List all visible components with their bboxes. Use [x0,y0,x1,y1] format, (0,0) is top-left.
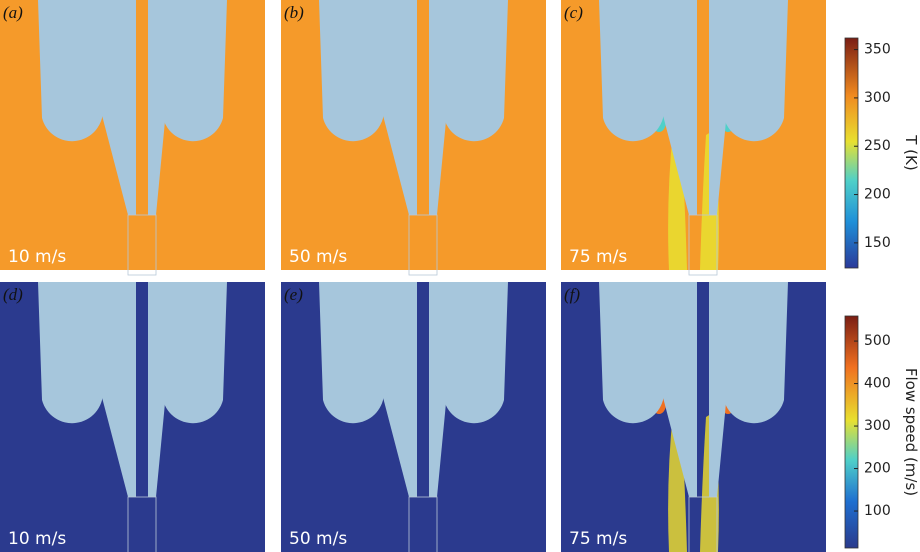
colorbar-title: Flow speed (m/s) [902,368,920,496]
colorbar-tick-label: 100 [864,503,891,519]
colorbar-tick-label: 150 [864,235,891,251]
panel-label: (a) [3,3,23,22]
speed-label: 75 m/s [569,529,627,549]
sim-panel: (c) 75 m/s [561,0,826,276]
panel-label: (f) [564,285,580,304]
speed-label: 50 m/s [289,247,347,267]
speed-label: 75 m/s [569,247,627,267]
colorbar-tick-label: 500 [864,333,891,349]
colorbar-tick-label: 350 [864,42,891,58]
sim-panel: (d) 10 m/s [0,281,265,552]
sim-panel: (b) 50 m/s [281,0,546,276]
speed-label: 10 m/s [8,247,66,267]
colorbar-tick-label: 300 [864,90,891,106]
colorbar-tick-label: 200 [864,187,891,203]
speed-label: 10 m/s [8,529,66,549]
sim-panel: (a) 10 m/s [0,0,265,276]
colorbar [844,37,859,269]
colorbar-tick-label: 200 [864,461,891,477]
colorbar-tick-label: 400 [864,376,891,392]
sim-panel: (f) 75 m/s [561,281,826,552]
colorbar [844,315,859,549]
colorbar-tick-label: 300 [864,418,891,434]
panel-label: (c) [564,3,583,22]
panel-label: (b) [284,3,304,22]
speed-label: 50 m/s [289,529,347,549]
panel-label: (d) [3,285,23,304]
panel-label: (e) [284,285,303,304]
colorbar-tick-label: 250 [864,138,891,154]
sim-panel: (e) 50 m/s [281,281,546,552]
colorbar-title: T (K) [902,134,920,170]
